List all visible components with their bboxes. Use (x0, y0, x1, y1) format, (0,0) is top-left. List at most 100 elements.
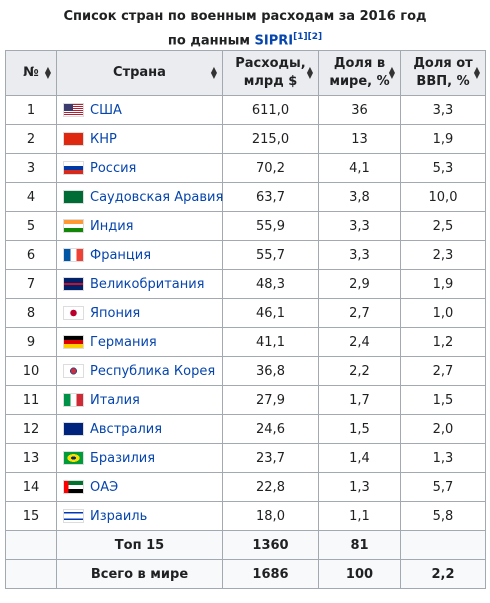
cell: 27,9 (222, 385, 319, 415)
country-cell: КНР (56, 124, 223, 154)
country-link[interactable]: Великобритания (90, 276, 205, 292)
cell: 1 (5, 95, 57, 125)
flag (63, 306, 84, 320)
cell: 2,0 (400, 414, 486, 444)
cell: 11 (5, 385, 57, 415)
cell: 8 (5, 298, 57, 328)
flag (63, 277, 84, 291)
country-link[interactable]: Франция (90, 247, 152, 263)
country-link[interactable]: Германия (90, 334, 157, 350)
cell: 12 (5, 414, 57, 444)
flag (63, 190, 84, 204)
country-link[interactable]: Япония (90, 305, 141, 321)
country-link[interactable]: ОАЭ (90, 479, 119, 495)
header-text: Доля в мире, % (329, 56, 390, 89)
cell: 14 (5, 472, 57, 502)
row: 3 Россия 70,2 4,1 5,3 (5, 153, 486, 183)
caption-prefix: по данным (167, 33, 250, 49)
column-header[interactable]: Доля от ВВП, % ▲ ▼ (400, 50, 486, 96)
cell: 1,1 (318, 501, 401, 531)
summary-row: Всего в мире 1686 100 2,2 (5, 559, 486, 589)
flag (63, 480, 84, 494)
country-cell: Италия (56, 385, 223, 415)
cell: 24,6 (222, 414, 319, 444)
country-cell: Республика Корея (56, 356, 223, 386)
cell: 2,9 (318, 269, 401, 299)
flag (63, 393, 84, 407)
country-link[interactable]: Россия (90, 160, 137, 176)
column-header[interactable]: Доля в мире, % ▲ ▼ (318, 50, 401, 96)
cell: 70,2 (222, 153, 319, 183)
cell: 15 (5, 501, 57, 531)
row: 4 Саудовская Аравия 63,7 3,8 10,0 (5, 182, 486, 212)
country-link[interactable]: США (90, 102, 122, 118)
cell: 611,0 (222, 95, 319, 125)
column-header[interactable]: Страна ▲ ▼ (56, 50, 223, 96)
cell (5, 530, 57, 560)
country-cell: Германия (56, 327, 223, 357)
cell: 36,8 (222, 356, 319, 386)
cell: 1,7 (318, 385, 401, 415)
cell: 1,9 (400, 124, 486, 154)
row: 12 Австралия 24,6 1,5 2,0 (5, 414, 486, 444)
cell: 2,2 (400, 559, 486, 589)
cell: 3,3 (318, 211, 401, 241)
country-cell: Израиль (56, 501, 223, 531)
column-header[interactable]: № ▲ ▼ (5, 50, 57, 96)
cell: 2,4 (318, 327, 401, 357)
cell: 215,0 (222, 124, 319, 154)
sort-arrows: ▲ ▼ (388, 65, 395, 80)
cell: 2,7 (400, 356, 486, 386)
country-cell: Индия (56, 211, 223, 241)
cell: 1,0 (400, 298, 486, 328)
country-link[interactable]: Италия (90, 392, 140, 408)
country-link[interactable]: КНР (90, 131, 117, 147)
cell: 1,3 (318, 472, 401, 502)
cell: 18,0 (222, 501, 319, 531)
header-text: № (23, 65, 39, 80)
cell: 10 (5, 356, 57, 386)
caption: Список стран по военным расходам за 2016… (0, 0, 490, 50)
cell: 2,5 (400, 211, 486, 241)
row: 10 Республика Корея 36,8 2,2 2,7 (5, 356, 486, 386)
cell: 1686 (222, 559, 319, 589)
cell: 6 (5, 240, 57, 270)
cell: 4,1 (318, 153, 401, 183)
flag (63, 364, 84, 378)
flag (63, 335, 84, 349)
country-cell: Франция (56, 240, 223, 270)
cell: 1,9 (400, 269, 486, 299)
cell: 46,1 (222, 298, 319, 328)
cell: 1,5 (318, 414, 401, 444)
cell: 3 (5, 153, 57, 183)
country-link[interactable]: Индия (90, 218, 134, 234)
header-text: Расходы, млрд $ (235, 56, 306, 89)
country-link[interactable]: Саудовская Аравия (90, 189, 224, 205)
country-link[interactable]: Израиль (90, 508, 148, 524)
cell: 55,7 (222, 240, 319, 270)
caption-line: Список стран по военным расходам за 2016… (63, 9, 427, 24)
cell: 23,7 (222, 443, 319, 473)
column-header[interactable]: Расходы, млрд $ ▲ ▼ (222, 50, 319, 96)
cell: 1,4 (318, 443, 401, 473)
country-cell: Бразилия (56, 443, 223, 473)
ref[interactable]: [1] (293, 32, 308, 42)
cell: 2 (5, 124, 57, 154)
cell: 36 (318, 95, 401, 125)
country-link[interactable]: Бразилия (90, 450, 156, 466)
country-link[interactable]: Республика Корея (90, 363, 216, 379)
cell: 1,2 (400, 327, 486, 357)
country-link[interactable]: Австралия (90, 421, 163, 437)
row: 7 Великобритания 48,3 2,9 1,9 (5, 269, 486, 299)
cell: 55,9 (222, 211, 319, 241)
ref[interactable]: [2] (307, 32, 323, 42)
cell: 5,7 (400, 472, 486, 502)
flag (63, 422, 84, 436)
row: 15 Израиль 18,0 1,1 5,8 (5, 501, 486, 531)
cell: 3,8 (318, 182, 401, 212)
source-link[interactable]: SIPRI (254, 33, 294, 49)
cell: 2,7 (318, 298, 401, 328)
row: 5 Индия 55,9 3,3 2,5 (5, 211, 486, 241)
header-text: Доля от ВВП, % (413, 56, 473, 89)
